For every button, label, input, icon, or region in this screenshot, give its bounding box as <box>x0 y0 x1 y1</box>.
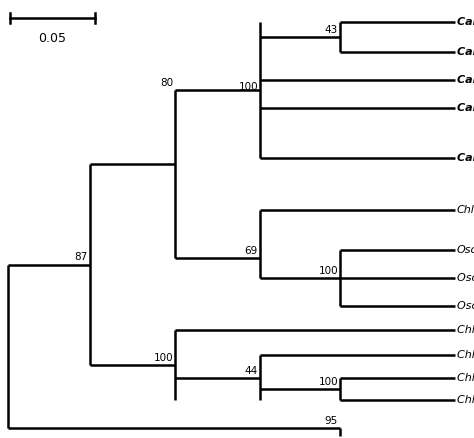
Text: Oscillochloris sp.: Oscillochloris sp. <box>457 301 474 311</box>
Text: Chloro: Chloro <box>457 205 474 215</box>
Text: Candidatus ‘Chloroploca a: Candidatus ‘Chloroploca a <box>457 17 474 27</box>
Text: Candidatus ‘Chloroploc: Candidatus ‘Chloroploc <box>457 153 474 163</box>
Text: Chloroflexus sp. 396-1 (AJ308498): Chloroflexus sp. 396-1 (AJ308498) <box>457 325 474 335</box>
Text: 44: 44 <box>245 365 258 375</box>
Text: 69: 69 <box>245 246 258 256</box>
Text: 43: 43 <box>325 25 338 35</box>
Text: Candidatus ‘Chloroploca :: Candidatus ‘Chloroploca : <box>457 75 474 85</box>
Text: Oscillochloris sp: Oscillochloris sp <box>457 273 474 283</box>
Text: 80: 80 <box>160 78 173 88</box>
Text: Chloroflexus aggregans DSM: Chloroflexus aggregans DSM <box>457 350 474 360</box>
Text: Chloroflexus aurantiacus DS1: Chloroflexus aurantiacus DS1 <box>457 395 474 405</box>
Text: 0.05: 0.05 <box>38 32 66 45</box>
Text: 100: 100 <box>319 266 338 276</box>
Text: 100: 100 <box>319 377 338 387</box>
Text: Candidatus ‘Chloroploca: Candidatus ‘Chloroploca <box>457 103 474 113</box>
Text: Oscillochlor:: Oscillochlor: <box>457 245 474 255</box>
Text: 87: 87 <box>75 252 88 262</box>
Text: 100: 100 <box>238 82 258 92</box>
Text: 95: 95 <box>325 416 338 426</box>
Text: Chloroflexus sp. Y-400-fl (CF: Chloroflexus sp. Y-400-fl (CF <box>457 373 474 383</box>
Text: 100: 100 <box>154 353 173 363</box>
Text: Candidatus ‘Chloroploca a: Candidatus ‘Chloroploca a <box>457 47 474 57</box>
